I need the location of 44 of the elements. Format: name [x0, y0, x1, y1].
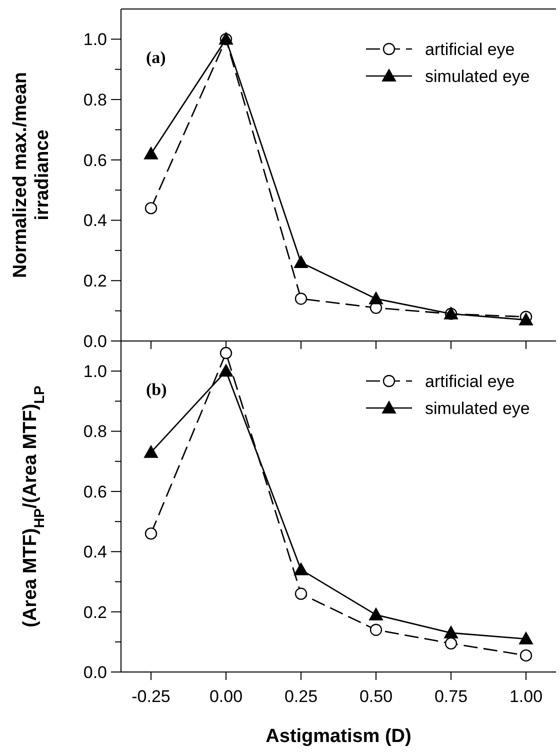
point [520, 649, 532, 662]
legend-label: artificial eye [425, 40, 515, 59]
point [144, 202, 158, 214]
x-tick-label: -0.25 [132, 687, 170, 706]
y-tick-label: 0.2 [83, 602, 107, 622]
point [294, 588, 308, 600]
point [369, 608, 383, 620]
point [144, 146, 158, 160]
point [144, 527, 158, 540]
point [294, 256, 308, 268]
point [444, 626, 458, 638]
legend-label: simulated eye [425, 398, 530, 418]
y-tick-label: 0.6 [83, 150, 107, 170]
point [370, 624, 382, 636]
point [519, 632, 533, 644]
y-tick-label: 0.4 [83, 211, 107, 230]
point [369, 292, 383, 304]
y-tick-label: 0.0 [83, 332, 107, 351]
y-tick-label: 0.8 [83, 422, 107, 442]
point [220, 346, 232, 360]
y-tick-label: 0.4 [83, 542, 107, 562]
x-tick-label: 0.50 [359, 687, 393, 706]
y-tick-label: 0.0 [83, 662, 107, 682]
x-tick-label: 0.25 [284, 687, 318, 706]
legend-label: simulated eye [425, 66, 530, 86]
legend-label: artificial eye [425, 372, 515, 391]
x-tick-label: 1.00 [509, 687, 543, 706]
x-tick-label: 0.00 [209, 687, 243, 706]
point [294, 562, 308, 576]
x-axis-title: Astigmatism (D) [266, 726, 412, 747]
point [144, 445, 158, 458]
annotation: (a) [146, 48, 166, 67]
x-tick-label: 0.75 [434, 687, 468, 706]
point [444, 637, 458, 650]
point [294, 292, 308, 305]
point [219, 364, 233, 377]
annotation: (b) [146, 380, 167, 399]
y-tick-label: 0.2 [83, 272, 107, 291]
y-tick-label: 1.0 [83, 30, 107, 50]
y-tick-label: 0.6 [83, 482, 107, 502]
y-tick-label: 0.8 [83, 90, 107, 110]
point [519, 312, 533, 326]
y-axis-title: Normalized max./mean irradiance [10, 72, 53, 278]
y-tick-label: 1.0 [83, 362, 107, 382]
